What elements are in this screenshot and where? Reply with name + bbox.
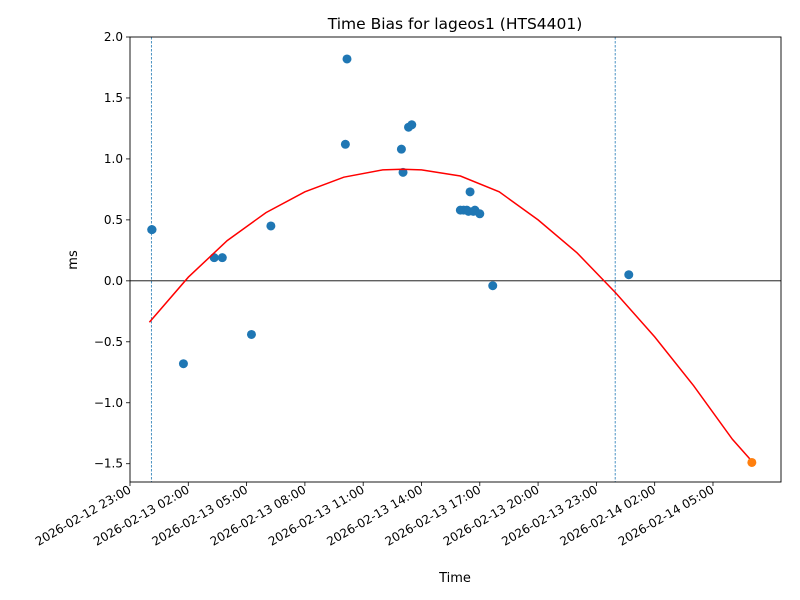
plot-area: −1.5 −1.0 −0.5 0.0 0.5 1.0 1.5 2.0 2026-02-12 23… [33,30,782,549]
data-point [340,139,350,149]
x-tick-label: 2026-02-13 20:00 [441,482,542,548]
x-tick-label: 2026-02-14 02:00 [558,482,659,548]
x-tick-label: 2026-02-13 14:00 [324,482,425,548]
fit-curve [148,168,753,462]
y-tick-label: 1.5 [104,91,123,105]
y-tick-label: −0.5 [94,335,123,349]
data-point [178,359,188,369]
y-tick-label: 0.5 [104,213,123,227]
data-point [342,54,352,64]
x-tick-label: 2026-02-13 23:00 [499,482,600,548]
data-point [747,457,757,467]
x-tick-label: 2026-02-13 05:00 [149,482,250,548]
y-tick-label: 0.0 [104,274,123,288]
data-point [246,329,256,339]
x-tick-label: 2026-02-13 11:00 [266,482,367,548]
x-tick-label: 2026-02-13 02:00 [91,482,192,548]
data-point [266,221,276,231]
y-tick-label: 2.0 [104,30,123,44]
data-point [147,225,157,235]
y-tick-label: −1.5 [94,457,123,471]
y-tick-label: −1.0 [94,396,123,410]
y-tick-label: 1.0 [104,152,123,166]
data-point [407,120,417,130]
x-tick-label: 2026-02-12 23:00 [33,482,134,548]
x-tick-label: 2026-02-13 17:00 [383,482,484,548]
y-axis-label: ms [66,250,81,270]
data-point [465,187,475,197]
x-axis-label: Time [438,571,471,586]
data-point [209,253,219,263]
data-point [396,144,406,154]
data-point [624,270,634,280]
x-tick-label: 2026-02-14 05:00 [616,482,717,548]
plot-frame [129,36,782,483]
data-point [217,253,227,263]
data-point [475,209,485,219]
data-point [488,281,498,291]
x-tick-label: 2026-02-13 08:00 [208,482,309,548]
chart-title: Time Bias for lageos1 (HTS4401) [327,15,583,33]
